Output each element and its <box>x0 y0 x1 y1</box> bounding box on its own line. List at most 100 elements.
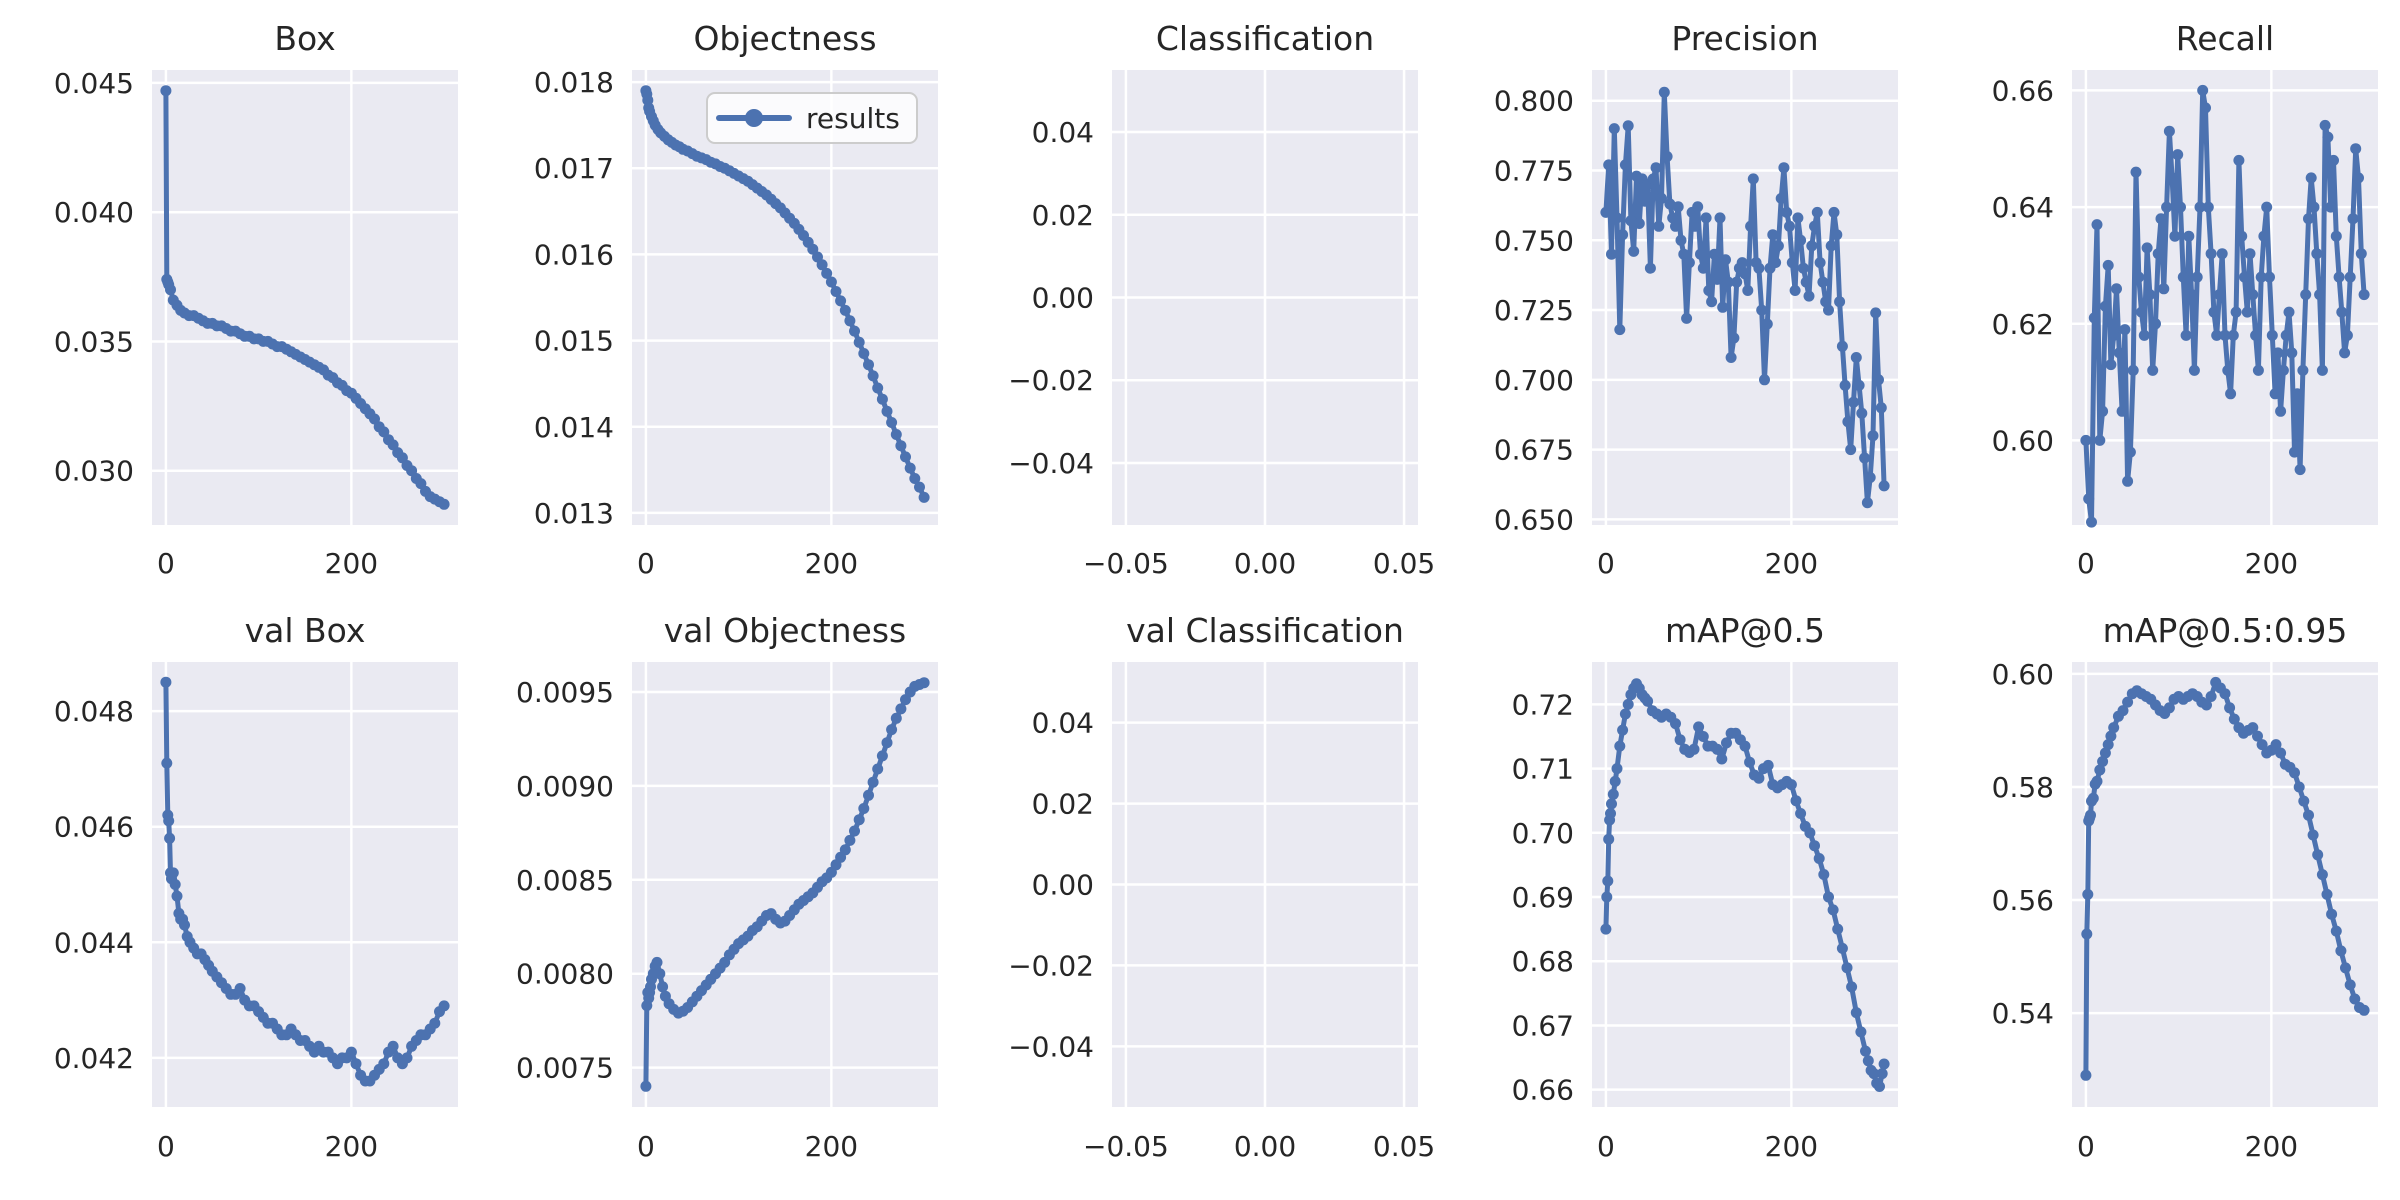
series-results <box>1600 678 1890 1092</box>
x-tick-label: −0.05 <box>1083 1130 1169 1163</box>
y-tick-label: 0.02 <box>1032 788 1094 821</box>
x-tick-label: 0.05 <box>1373 547 1435 580</box>
series-markers <box>640 85 930 503</box>
y-tick-label: 0.048 <box>54 695 134 728</box>
y-tick-label: 0.02 <box>1032 199 1094 232</box>
x-tick-label: 0 <box>157 547 175 580</box>
plot-title: Classification <box>1156 19 1374 58</box>
y-tick-label: −0.02 <box>1008 364 1094 397</box>
plot-title: val Classification <box>1126 611 1404 650</box>
y-tick-label: 0.045 <box>54 67 134 100</box>
series-results <box>1600 86 1890 509</box>
y-tick-label: 0.040 <box>54 196 134 229</box>
y-tick-label: 0.016 <box>534 238 614 271</box>
x-tick-label: 0 <box>2077 547 2095 580</box>
y-tick-label: 0.62 <box>1992 308 2054 341</box>
y-tick-label: 0.0085 <box>516 864 614 897</box>
x-tick-label: 200 <box>805 547 858 580</box>
x-tick-label: 0 <box>157 1130 175 1163</box>
series-markers <box>1600 678 1890 1092</box>
series-markers <box>160 676 450 1087</box>
series-markers <box>2080 84 2370 528</box>
y-tick-label: 0.04 <box>1032 116 1094 149</box>
y-tick-label: 0.775 <box>1494 154 1574 187</box>
y-tick-label: 0.015 <box>534 325 614 358</box>
plot-title: mAP@0.5:0.95 <box>2103 611 2348 650</box>
plot-title: val Box <box>245 611 366 650</box>
subplot-map05: mAP@0.5 0.72 0.71 0.70 0.69 0.68 0.67 0.66 0 200 <box>1512 611 1898 1163</box>
y-tick-label: 0.66 <box>1512 1074 1574 1107</box>
y-tick-label: 0.700 <box>1494 364 1574 397</box>
y-tick-label: 0.67 <box>1512 1009 1574 1042</box>
y-tick-label: 0.72 <box>1512 688 1574 721</box>
x-tick-label: 0.00 <box>1234 1130 1296 1163</box>
y-tick-label: 0.60 <box>1992 424 2054 457</box>
legend-marker-icon <box>745 109 763 127</box>
y-tick-label: 0.018 <box>534 66 614 99</box>
x-tick-label: 200 <box>325 1130 378 1163</box>
x-tick-label: 0 <box>637 1130 655 1163</box>
series-results <box>2080 84 2370 528</box>
subplot-objectness: results Objectness 0.018 0.017 0.016 0.015 0.0… <box>534 19 938 580</box>
y-tick-label: 0.017 <box>534 152 614 185</box>
y-tick-label: 0.013 <box>534 497 614 530</box>
x-tick-label: 200 <box>1765 1130 1818 1163</box>
y-tick-label: 0.035 <box>54 325 134 358</box>
y-tick-label: 0.0080 <box>516 958 614 991</box>
y-tick-label: −0.02 <box>1008 949 1094 982</box>
series-results <box>160 676 450 1087</box>
x-tick-label: 200 <box>2245 1130 2298 1163</box>
x-tick-label: 0 <box>637 547 655 580</box>
y-tick-label: 0.725 <box>1494 294 1574 327</box>
legend-label: results <box>806 102 900 135</box>
x-tick-label: −0.05 <box>1083 547 1169 580</box>
series-markers <box>1600 86 1890 509</box>
subplot-val-classification: val Classification 0.04 0.02 0.00 −0.02 −0.04… <box>1008 611 1435 1163</box>
y-tick-label: 0.70 <box>1512 817 1574 850</box>
y-tick-label: 0.58 <box>1992 771 2054 804</box>
plot-area <box>1592 662 1898 1107</box>
y-tick-label: 0.0075 <box>516 1052 614 1085</box>
y-tick-label: 0.030 <box>54 455 134 488</box>
plot-title: val Objectness <box>664 611 907 650</box>
y-tick-label: 0.014 <box>534 411 614 444</box>
plot-area <box>1592 70 1898 525</box>
y-tick-label: 0.60 <box>1992 658 2054 691</box>
y-tick-label: 0.00 <box>1032 282 1094 315</box>
y-tick-label: 0.66 <box>1992 74 2054 107</box>
plot-title: Recall <box>2176 19 2274 58</box>
subplot-recall: Recall 0.66 0.64 0.62 0.60 0 200 <box>1992 19 2378 580</box>
plot-area <box>152 662 458 1107</box>
y-tick-label: 0.044 <box>54 926 134 959</box>
series-markers <box>2080 676 2370 1081</box>
x-tick-label: 0 <box>1597 1130 1615 1163</box>
plot-title: Precision <box>1671 19 1818 58</box>
legend-box <box>706 92 918 144</box>
y-tick-label: 0.0095 <box>516 676 614 709</box>
plot-title: Box <box>274 19 335 58</box>
x-tick-label: 200 <box>2245 547 2298 580</box>
x-tick-label: 200 <box>1765 547 1818 580</box>
y-tick-label: 0.04 <box>1032 707 1094 740</box>
y-tick-label: 0.64 <box>1992 191 2054 224</box>
y-tick-label: 0.042 <box>54 1042 134 1075</box>
plot-area <box>152 70 458 525</box>
y-tick-label: 0.00 <box>1032 869 1094 902</box>
plot-title: mAP@0.5 <box>1665 611 1825 650</box>
subplot-map05-095: mAP@0.5:0.95 0.60 0.58 0.56 0.54 0 200 <box>1992 611 2378 1163</box>
y-tick-label: 0.54 <box>1992 997 2054 1030</box>
x-tick-label: 0.05 <box>1373 1130 1435 1163</box>
series-results <box>2080 676 2370 1081</box>
x-tick-label: 200 <box>325 547 378 580</box>
subplot-val-objectness: val Objectness 0.0095 0.0090 0.0085 0.0080 0.… <box>516 611 938 1163</box>
y-tick-label: 0.0090 <box>516 770 614 803</box>
x-tick-label: 0.00 <box>1234 547 1296 580</box>
y-tick-label: 0.650 <box>1494 503 1574 536</box>
plot-title: Objectness <box>693 19 876 58</box>
series-results <box>160 85 450 510</box>
y-tick-label: 0.71 <box>1512 753 1574 786</box>
subplot-val-box: val Box 0.048 0.046 0.044 0.042 0 200 <box>54 611 458 1163</box>
subplot-box: Box 0.045 0.040 0.035 0.030 0 200 <box>54 19 458 580</box>
y-tick-label: 0.56 <box>1992 884 2054 917</box>
